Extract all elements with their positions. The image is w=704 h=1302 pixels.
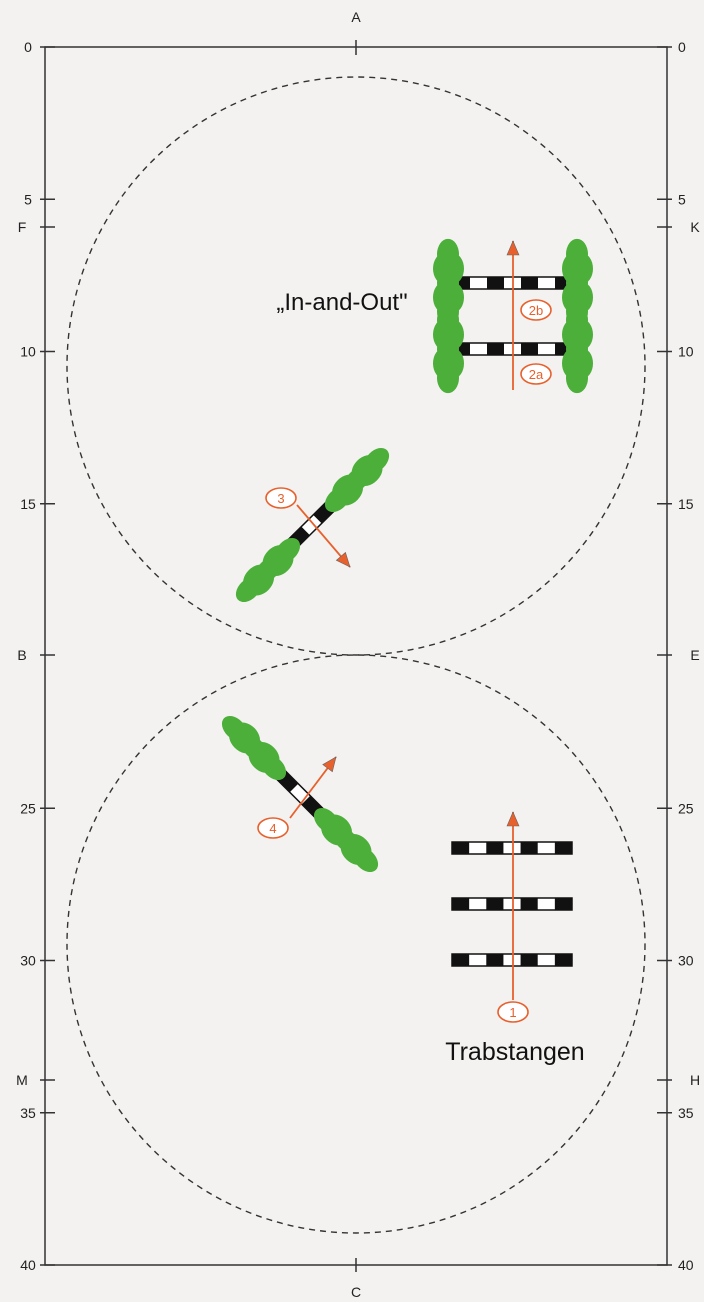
bush-blob: [248, 747, 274, 773]
right-tick-label: 0: [678, 39, 686, 55]
obstacles: [221, 238, 593, 1000]
marker-2a: 2a: [520, 363, 552, 385]
marker-3: 3: [265, 487, 297, 509]
marker-1: 1: [497, 1001, 529, 1023]
arrow-icon: [506, 811, 520, 1000]
bush-icon: [221, 715, 287, 781]
left-tick-label: 25: [20, 800, 36, 816]
svg-text:1: 1: [509, 1005, 516, 1020]
pole-segment: [452, 954, 470, 966]
pole-segment: [520, 954, 538, 966]
pole-segment: [520, 842, 538, 854]
pole-segment: [487, 277, 504, 289]
svg-text:4: 4: [269, 821, 276, 836]
bush-blob: [351, 455, 377, 481]
pole-outline: [451, 953, 573, 967]
left-tick-label: 0: [24, 39, 32, 55]
right-tick-label: 15: [678, 496, 694, 512]
svg-text:3: 3: [277, 491, 284, 506]
arena-border: [44, 46, 668, 1266]
bush-blob: [332, 474, 358, 500]
arrow-icon: [506, 240, 520, 390]
pole-outline: [451, 841, 573, 855]
circle-lower: [66, 654, 646, 1234]
bush-icon: [235, 537, 301, 603]
left-tick-label: 10: [20, 344, 36, 360]
bush-blob: [562, 348, 584, 379]
left-letter: M: [16, 1072, 28, 1088]
pole-segment: [486, 842, 504, 854]
left-letter: B: [17, 647, 26, 663]
right-letter: K: [690, 219, 700, 235]
letter-a: A: [351, 9, 361, 25]
left-tick-label: 30: [20, 953, 36, 969]
left-letter: F: [18, 219, 27, 235]
marker-4: 4: [257, 817, 289, 839]
bush-blob: [433, 348, 455, 379]
arrow-head: [506, 811, 520, 827]
pole-segment: [487, 343, 504, 355]
bush-icon: [324, 447, 390, 513]
letter-c: C: [351, 1284, 361, 1300]
pole-icon: [451, 953, 573, 967]
svg-text:2a: 2a: [529, 367, 544, 382]
svg-text:2b: 2b: [529, 303, 543, 318]
right-tick-label: 40: [678, 1257, 694, 1273]
right-letter: E: [690, 647, 699, 663]
right-tick-label: 10: [678, 344, 694, 360]
left-tick-label: 40: [20, 1257, 36, 1273]
bush-blob: [262, 545, 288, 571]
bush-blob: [340, 839, 366, 865]
bush-blob: [321, 820, 347, 846]
left-tick-label: 35: [20, 1105, 36, 1121]
pole-segment: [521, 343, 538, 355]
label-trot-poles: Trabstangen: [445, 1038, 584, 1066]
pole-icon: [451, 897, 573, 911]
pole-segment: [521, 277, 538, 289]
pole-icon: [451, 841, 573, 855]
bush-icon: [562, 238, 593, 328]
right-tick-label: 35: [678, 1105, 694, 1121]
bush-blob: [229, 728, 255, 754]
bush-blob: [243, 564, 269, 590]
arrow-head: [506, 240, 520, 256]
circle-upper: [66, 76, 646, 656]
left-tick-label: 15: [20, 496, 36, 512]
pole-outline: [451, 897, 573, 911]
pole-segment: [554, 842, 572, 854]
arrow-head: [322, 756, 337, 773]
left-tick-label: 5: [24, 191, 32, 207]
bush-icon: [433, 304, 464, 394]
pole-segment: [452, 898, 470, 910]
bush-icon: [562, 304, 593, 394]
right-tick-label: 30: [678, 953, 694, 969]
right-letter: H: [690, 1072, 700, 1088]
bush-blob: [562, 319, 584, 350]
arrow-icon: [289, 756, 337, 819]
pole-segment: [486, 898, 504, 910]
arrow-icon: [296, 504, 351, 568]
label-in-and-out: „In-and-Out": [276, 289, 407, 316]
arrow-head: [335, 551, 351, 568]
bush-blob: [433, 253, 455, 284]
pole-segment: [554, 954, 572, 966]
marker-2b: 2b: [520, 299, 552, 321]
axis-ticks: 0 5 10 15 25 30 35 40 0 5 10 15 25 30 35 40 F B M K E H: [16, 39, 700, 1273]
pole-segment: [452, 842, 470, 854]
bush-icon: [313, 807, 379, 873]
right-tick-label: 5: [678, 191, 686, 207]
pole-segment: [486, 954, 504, 966]
right-tick-label: 25: [678, 800, 694, 816]
pole-segment: [554, 898, 572, 910]
pole-segment: [520, 898, 538, 910]
bush-blob: [562, 253, 584, 284]
bush-blob: [433, 319, 455, 350]
